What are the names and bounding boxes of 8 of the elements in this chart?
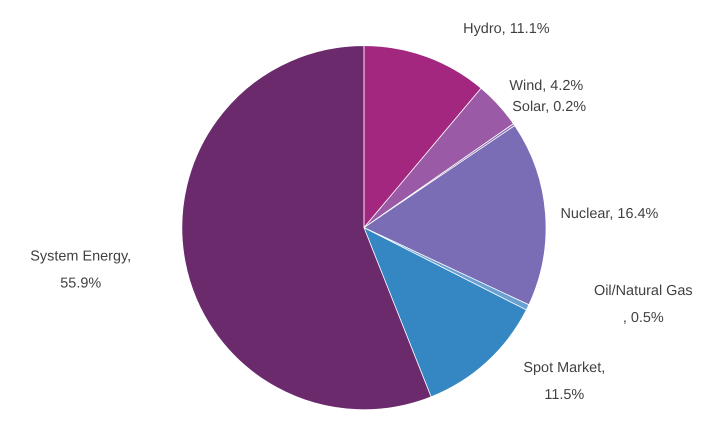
- slice-label: Nuclear, 16.4%: [560, 206, 659, 222]
- slice-label: Oil/Natural Gas: [594, 283, 693, 300]
- data-label: , 0.5%: [622, 310, 664, 326]
- slice-label: Solar, 0.2%: [512, 99, 586, 116]
- slice-label: System Energy, 55.9%: [30, 248, 132, 292]
- slice-label: Hydro, 11.1%: [463, 21, 550, 38]
- slice-label: Spot Market, 11.5%: [523, 360, 606, 404]
- slice-label: Wind, 4.2%: [509, 78, 584, 94]
